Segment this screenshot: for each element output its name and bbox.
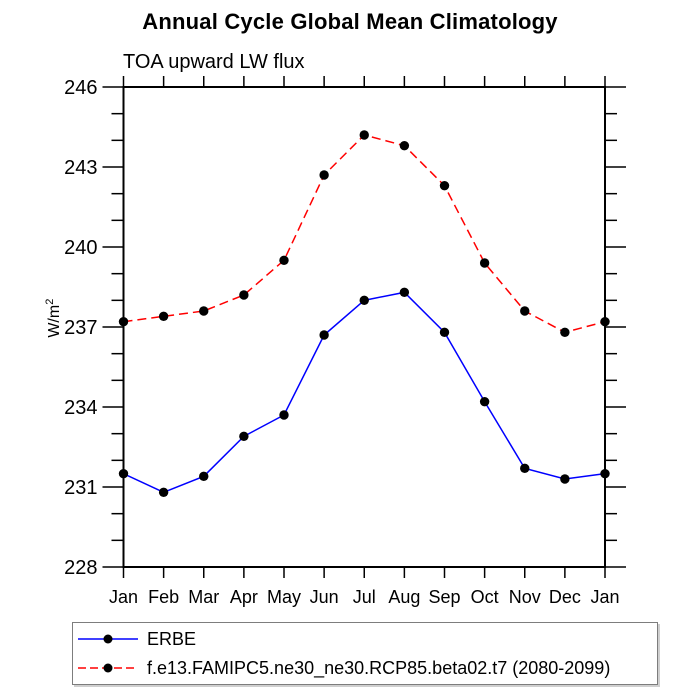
data-point-marker — [279, 255, 289, 266]
y-tick-label: 234 — [64, 397, 97, 419]
data-point-marker — [199, 471, 209, 482]
data-point-marker — [158, 311, 169, 322]
data-point-marker — [319, 170, 329, 180]
x-tick-label: May — [267, 587, 301, 607]
data-point-marker — [359, 295, 369, 306]
legend-sample-marker — [103, 634, 113, 644]
x-tick-label: Jan — [590, 587, 619, 607]
data-point-marker — [520, 306, 530, 316]
legend-sample-line-dashed — [78, 663, 138, 673]
data-point-marker — [560, 327, 570, 338]
x-tick-label: Jan — [109, 587, 138, 607]
data-point-marker — [319, 330, 329, 340]
x-tick-label: Oct — [471, 587, 499, 607]
data-point-marker — [560, 474, 570, 484]
x-tick-label: Sep — [428, 587, 460, 607]
y-tick-label: 243 — [64, 157, 97, 179]
data-point-marker — [118, 316, 129, 327]
data-point-marker — [479, 258, 490, 268]
data-point-marker — [279, 410, 289, 420]
x-tick-label: Aug — [388, 587, 420, 607]
legend-label: f.e13.FAMIPC5.ne30_ne30.RCP85.beta02.t7 … — [147, 657, 611, 678]
data-point-marker — [239, 431, 249, 442]
x-tick-label: Dec — [549, 587, 581, 607]
data-point-marker — [600, 316, 610, 327]
legend-sample-line-solid — [78, 634, 138, 644]
x-tick-label: Nov — [509, 587, 541, 607]
x-tick-label: Jul — [353, 587, 376, 607]
data-point-marker — [439, 180, 450, 191]
data-point-marker — [359, 130, 369, 140]
data-point-marker — [399, 287, 410, 298]
y-tick-label: 246 — [64, 77, 97, 99]
data-point-marker — [118, 468, 129, 479]
chart-title: Annual Cycle Global Mean Climatology — [142, 9, 558, 34]
x-tick-label: Apr — [230, 587, 258, 607]
series-line — [123, 291, 606, 494]
data-point-marker — [439, 327, 450, 338]
data-point-marker — [399, 140, 410, 151]
x-tick-label: Jun — [310, 587, 339, 607]
data-point-marker — [239, 290, 249, 300]
plot-border — [122, 86, 606, 568]
data-point-marker — [158, 487, 169, 498]
y-tick-label: 231 — [64, 477, 97, 499]
data-point-marker — [520, 463, 530, 474]
y-tick-label: 240 — [64, 237, 97, 259]
y-tick-label: 228 — [64, 557, 97, 579]
data-point-marker — [199, 306, 209, 316]
legend-label: ERBE — [147, 628, 197, 649]
x-tick-label: Feb — [148, 587, 179, 607]
legend-item: ERBE — [73, 626, 657, 652]
y-tick-label: 237 — [64, 317, 97, 339]
chart-subtitle: TOA upward LW flux — [123, 51, 305, 73]
legend-sample-marker — [103, 663, 113, 673]
legend: ERBE f.e13.FAMIPC5.ne30_ne30.RCP85.beta0… — [72, 622, 658, 685]
legend-item: f.e13.FAMIPC5.ne30_ne30.RCP85.beta02.t7 … — [73, 655, 657, 681]
data-point-marker — [600, 468, 610, 479]
x-tick-label: Mar — [188, 587, 219, 607]
data-point-marker — [479, 396, 490, 407]
